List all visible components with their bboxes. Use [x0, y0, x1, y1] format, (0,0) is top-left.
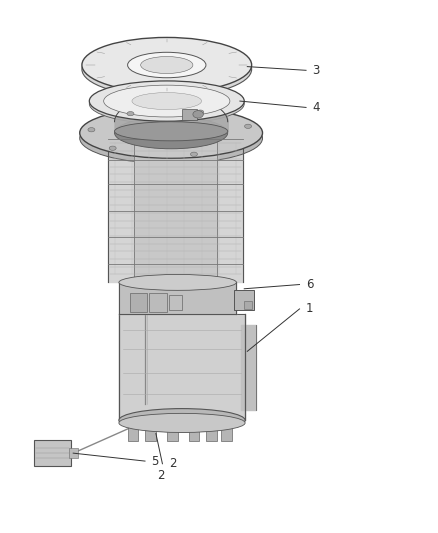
Bar [206, 420, 217, 441]
Ellipse shape [80, 113, 262, 164]
Bar [34, 440, 71, 466]
Bar [221, 420, 232, 441]
Text: 3: 3 [313, 64, 320, 77]
Ellipse shape [89, 84, 244, 124]
Bar [182, 109, 197, 119]
Ellipse shape [82, 42, 252, 97]
Ellipse shape [119, 274, 237, 290]
Ellipse shape [88, 127, 95, 132]
Text: 1: 1 [306, 302, 314, 316]
Ellipse shape [197, 110, 204, 114]
Ellipse shape [115, 122, 228, 141]
Text: 4: 4 [313, 101, 320, 114]
Text: 2: 2 [157, 469, 164, 482]
Ellipse shape [244, 124, 251, 128]
Bar [145, 420, 156, 441]
Bar [244, 301, 252, 309]
Ellipse shape [115, 117, 228, 149]
Ellipse shape [127, 52, 206, 78]
Ellipse shape [193, 111, 203, 118]
Bar [234, 290, 254, 310]
Ellipse shape [82, 37, 252, 93]
Bar [188, 420, 199, 441]
Ellipse shape [141, 56, 193, 74]
Bar [167, 420, 178, 441]
Ellipse shape [119, 414, 245, 432]
Ellipse shape [119, 409, 245, 432]
Ellipse shape [80, 108, 262, 158]
Ellipse shape [191, 152, 198, 156]
Ellipse shape [89, 81, 244, 121]
Bar [130, 293, 147, 312]
Text: 5: 5 [152, 455, 159, 467]
Ellipse shape [132, 93, 201, 110]
Ellipse shape [109, 146, 116, 150]
Bar [169, 295, 182, 310]
Text: 6: 6 [306, 278, 314, 291]
Text: 2: 2 [169, 457, 177, 470]
Bar [149, 293, 167, 312]
Bar [69, 448, 78, 458]
Ellipse shape [127, 111, 134, 116]
Bar [127, 420, 138, 441]
Ellipse shape [104, 85, 230, 117]
